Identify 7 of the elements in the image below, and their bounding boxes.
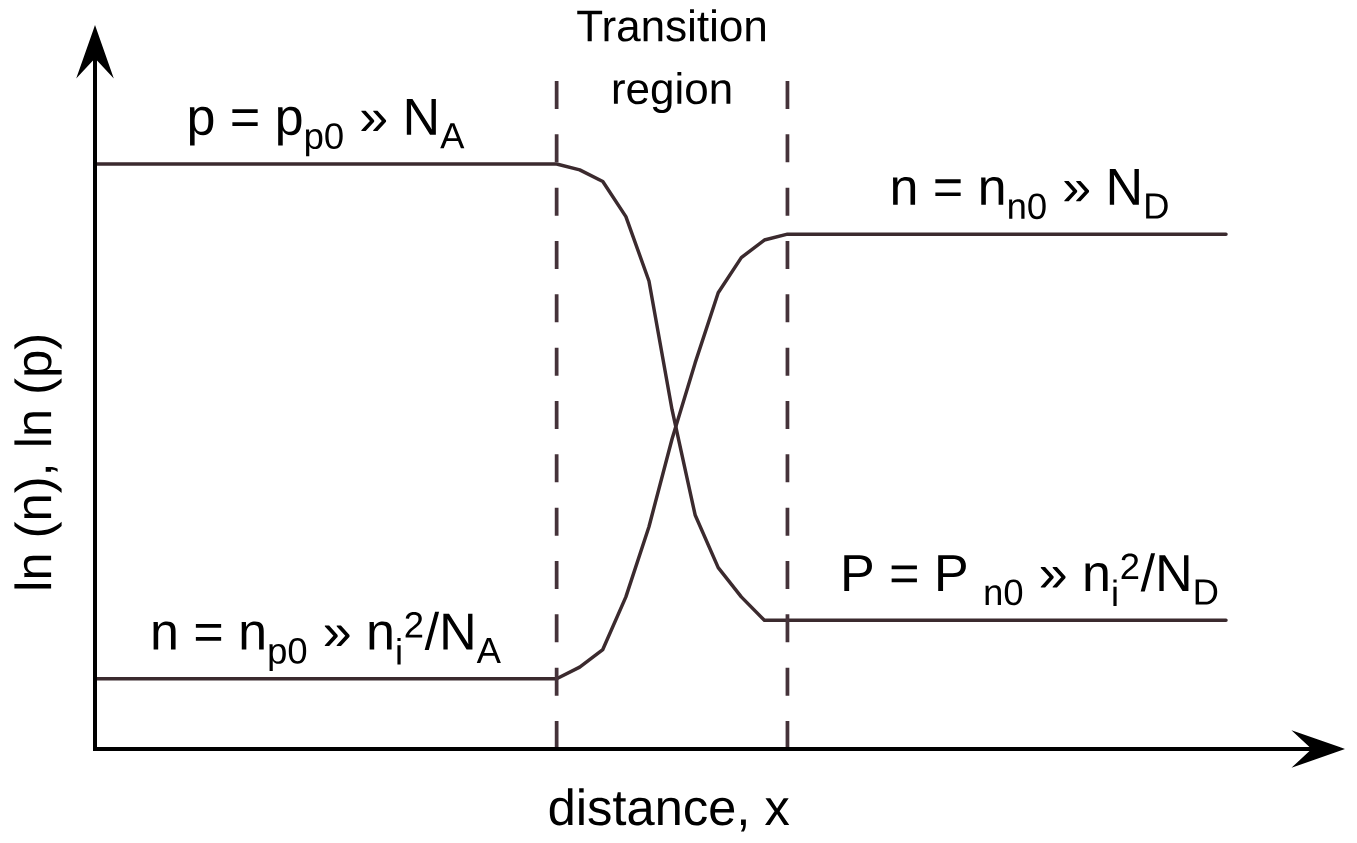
x-axis-title: distance, x <box>549 788 790 832</box>
annotation: n = n$_{p0}$ » n$_{i}$$^{2}$/N$_{A}$ <box>153 611 501 671</box>
text: Transition region <box>577 9 765 113</box>
annotation: p = p$_{p0}$ » N$_{A}$ <box>189 98 465 157</box>
annotation: n = n$_{n0}$ » N$_{D}$ <box>892 169 1168 220</box>
annotation: P = P $_{n0}$ » n$_{i}$$^{2}$/N$_{D}$ <box>844 553 1218 606</box>
y-axis-title: ln (n), ln (p) <box>14 335 62 589</box>
